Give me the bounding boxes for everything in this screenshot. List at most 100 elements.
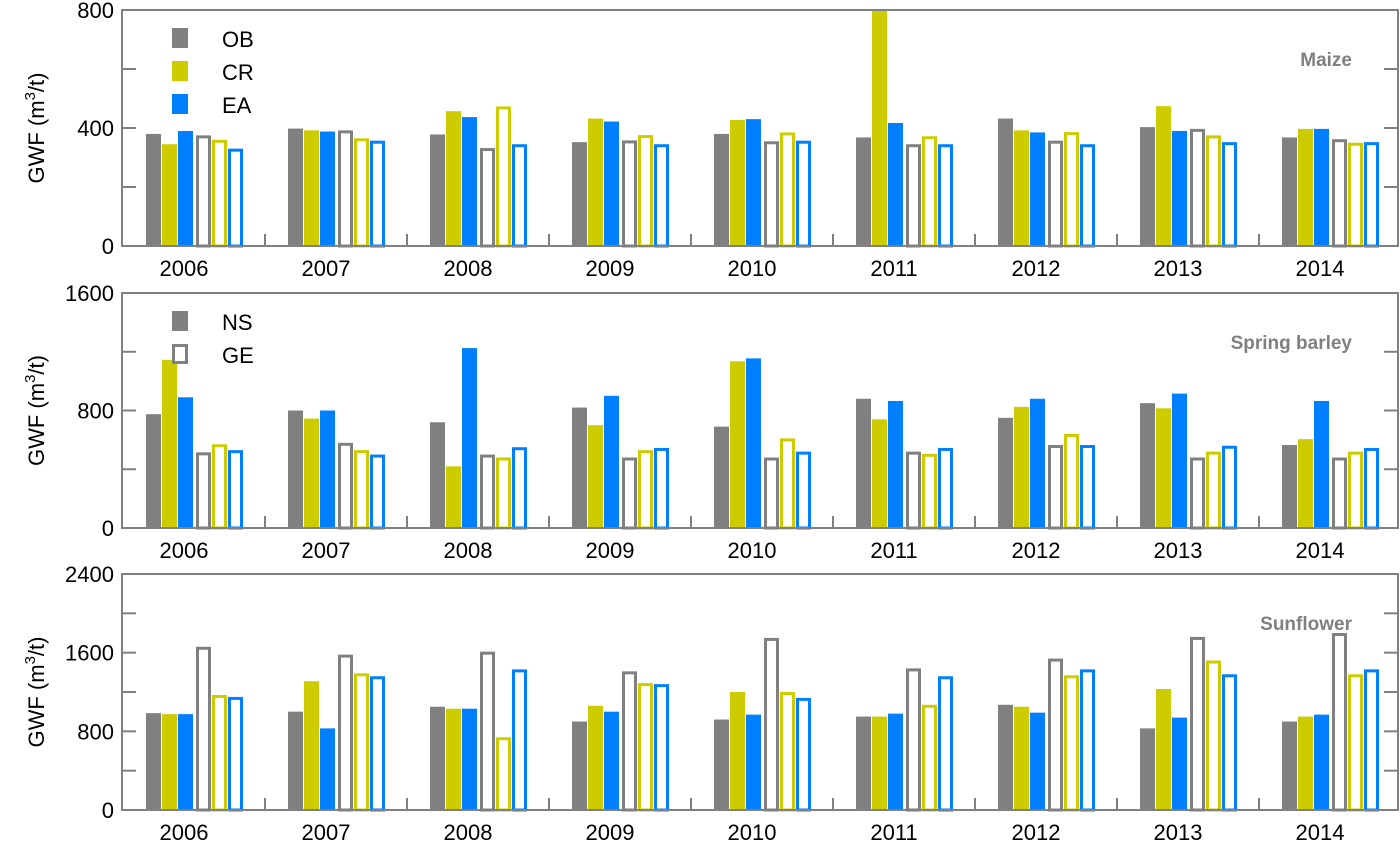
bar-ns-ob <box>572 721 587 810</box>
y-tick-label: 0 <box>102 798 114 823</box>
bar-ge-ea <box>938 676 953 812</box>
bar-ns-ob <box>1140 403 1155 528</box>
x-tick-label: 2012 <box>1012 256 1061 281</box>
bar-ge-ob <box>906 144 921 248</box>
y-tick-label: 800 <box>77 0 114 23</box>
x-tick-label: 2014 <box>1296 538 1345 563</box>
x-tick-label: 2011 <box>870 820 917 844</box>
bar-ge-ea <box>654 144 669 248</box>
bar-ge-ob <box>196 452 211 530</box>
bar-ns-ob <box>856 398 871 528</box>
bar-ge-ea <box>1222 445 1237 530</box>
bar-ns-ea <box>604 121 619 246</box>
bar-ge-ea <box>1080 144 1095 248</box>
bar-ge-ob <box>622 671 637 812</box>
bar-ns-ea <box>1314 400 1329 528</box>
bar-ge-ob <box>906 668 921 812</box>
bar-ge-ea <box>228 450 243 530</box>
bar-ns-ob <box>714 719 729 810</box>
x-tick-label: 2008 <box>444 820 493 844</box>
bar-ns-ob <box>714 133 729 246</box>
bar-ge-cr <box>212 444 227 530</box>
y-axis-label-sup: 3 <box>22 375 39 383</box>
x-tick-label: 2009 <box>586 538 635 563</box>
x-tick-label: 2006 <box>160 538 209 563</box>
bar-ns-cr <box>730 692 745 810</box>
x-tick-label: 2011 <box>870 256 917 281</box>
bar-ge-cr <box>496 737 511 812</box>
y-axis-label-end: /t) <box>24 355 49 375</box>
legend-label-cr: CR <box>222 60 254 85</box>
bar-ns-cr <box>1298 439 1313 528</box>
bar-ns-ea <box>178 397 193 528</box>
bar-ns-cr <box>1156 689 1171 810</box>
bar-ge-cr <box>638 135 653 248</box>
bar-ns-cr <box>162 359 177 528</box>
bar-ge-ea <box>512 447 527 530</box>
bar-ns-ob <box>288 128 303 246</box>
bar-ge-ea <box>1222 142 1237 248</box>
bar-ns-cr <box>1156 408 1171 528</box>
bar-ns-ob <box>856 716 871 810</box>
y-tick-label: 800 <box>77 719 114 744</box>
bar-ns-ea <box>1172 717 1187 810</box>
x-tick-label: 2012 <box>1012 820 1061 844</box>
x-tick-label: 2009 <box>586 256 635 281</box>
bar-ge-cr <box>354 138 369 248</box>
y-tick-label: 1600 <box>65 281 114 306</box>
bar-ge-ea <box>796 451 811 530</box>
bar-ge-ob <box>622 140 637 248</box>
bar-ge-ob <box>480 454 495 530</box>
bar-ge-ob <box>338 654 353 812</box>
bar-ge-cr <box>1206 660 1221 812</box>
x-tick-label: 2008 <box>444 256 493 281</box>
bar-ge-ea <box>370 454 385 530</box>
x-tick-label: 2007 <box>302 820 351 844</box>
bar-ns-cr <box>446 708 461 810</box>
y-axis-label-end: /t) <box>24 73 49 93</box>
bar-ge-ob <box>622 457 637 530</box>
bar-ge-ob <box>1048 445 1063 530</box>
bar-ge-cr <box>780 132 795 248</box>
bar-ge-ob <box>338 442 353 530</box>
bar-ns-ob <box>714 426 729 528</box>
bar-ns-ea <box>320 131 335 246</box>
bar-ge-cr <box>496 106 511 248</box>
bar-ge-ea <box>938 144 953 248</box>
bar-ge-ob <box>480 148 495 248</box>
panel-spring-barley: 0 800 1600 2006 2007 2008 2009 2010 2011 2012 2013… <box>22 281 1399 563</box>
bar-ns-ob <box>1140 728 1155 810</box>
bar-ge-ob <box>764 141 779 248</box>
x-tick-label: 2011 <box>870 538 917 563</box>
bar-ns-ea <box>1172 393 1187 528</box>
bar-ns-cr <box>872 10 887 246</box>
bar-ns-cr <box>304 418 319 528</box>
bar-ns-cr <box>872 419 887 528</box>
bar-ns-ea <box>178 714 193 810</box>
bar-ge-ob <box>764 637 779 812</box>
bar-ns-ob <box>1140 127 1155 246</box>
bar-ge-cr <box>1064 132 1079 248</box>
y-tick-label: 400 <box>77 116 114 141</box>
bar-ge-ea <box>796 697 811 812</box>
bar-ge-ob <box>1048 140 1063 248</box>
bar-ns-ea <box>746 358 761 528</box>
y-tick-label: 2400 <box>65 562 114 587</box>
y-axis-label: GWF (m3/t) <box>22 73 49 184</box>
bar-ge-ea <box>654 684 669 812</box>
bar-ge-ob <box>1332 139 1347 248</box>
bar-ge-ob <box>1332 633 1347 812</box>
bar-ge-ob <box>1190 457 1205 530</box>
bar-ge-ob <box>196 646 211 812</box>
bar-ns-cr <box>1014 706 1029 810</box>
bar-ns-ea <box>462 117 477 247</box>
panel-sunflower: 0 800 1600 2400 2006 2007 2008 2009 2010 2011 2012… <box>22 562 1399 844</box>
bar-ge-cr <box>1206 451 1221 530</box>
bar-ns-cr <box>1014 406 1029 528</box>
legend-label-ns: NS <box>222 310 253 335</box>
bar-ge-ea <box>1080 669 1095 812</box>
bar-ns-ob <box>856 137 871 246</box>
x-tick-label: 2014 <box>1296 820 1345 844</box>
bar-ge-ea <box>938 447 953 530</box>
